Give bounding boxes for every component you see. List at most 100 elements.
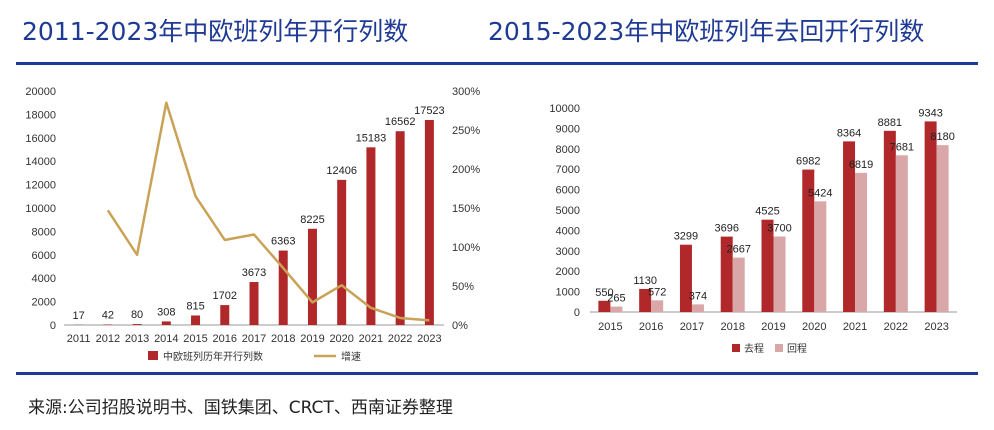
bar: [366, 147, 376, 325]
bar-value-label: 6363: [271, 236, 295, 248]
bar-value-label: 8881: [878, 117, 902, 129]
bar-return: [773, 236, 786, 312]
y-tick-label: 16000: [25, 133, 56, 145]
bar-outbound: [843, 141, 856, 312]
bar-value-label: 4525: [755, 206, 779, 218]
x-tick-label: 2011: [67, 333, 91, 345]
x-tick-label: 2013: [125, 333, 149, 345]
bar-value-label: 2667: [726, 244, 750, 256]
bar-value-label: 8364: [837, 127, 861, 139]
x-tick-label: 2019: [761, 321, 785, 333]
y-tick-label: 6000: [556, 185, 580, 197]
y-tick-label: 20000: [25, 86, 56, 98]
bar-outbound: [924, 121, 937, 312]
bar: [132, 324, 142, 325]
bar-value-label: 265: [607, 293, 625, 305]
x-tick-label: 2023: [924, 321, 948, 333]
x-tick-label: 2021: [843, 321, 867, 333]
bar: [161, 321, 171, 325]
y-tick-label: 8000: [32, 226, 56, 238]
y-tick-label: 8000: [556, 144, 580, 156]
y-tick-label: 12000: [25, 180, 56, 192]
bar-return: [895, 155, 908, 312]
bar-value-label: 12406: [326, 165, 357, 177]
y-tick-label: 7000: [556, 164, 580, 176]
y2-tick-label: 200%: [452, 164, 480, 176]
bar-value-label: 8180: [930, 131, 954, 143]
bar-value-label: 1130: [633, 275, 657, 287]
bar-value-label: 572: [648, 286, 666, 298]
bar-return: [651, 300, 664, 312]
bar-outbound: [720, 236, 733, 312]
outbound-return-chart: 0 1000 2000 3000 4000 5000 6000 7000 8000 9000 100…: [549, 103, 957, 355]
bar-outbound: [761, 219, 774, 312]
y-tick-label: 3000: [556, 246, 580, 258]
y-tick-label: 9000: [556, 123, 580, 135]
x-tick-label: 2022: [388, 333, 412, 345]
bar-value-label: 3673: [242, 267, 266, 279]
y-tick-label: 18000: [25, 109, 56, 121]
y-tick-label: 1000: [556, 287, 580, 299]
x-tick-label: 2016: [639, 321, 663, 333]
bar-outbound: [802, 169, 815, 312]
x-tick-label: 2020: [329, 333, 353, 345]
bar-value-label: 550: [595, 287, 613, 299]
footer-divider: [16, 372, 978, 375]
x-tick-label: 2023: [417, 333, 441, 345]
bar-value-label: 42: [102, 310, 114, 322]
y-tick-label: 10000: [549, 103, 580, 115]
bar: [191, 315, 201, 325]
y-tick-label: 2000: [32, 297, 56, 309]
y-tick-label: 14000: [25, 156, 56, 168]
y2-tick-label: 100%: [452, 242, 480, 254]
y-tick-label: 5000: [556, 205, 580, 217]
bar-value-label: 6819: [849, 159, 873, 171]
bar-value-label: 9343: [918, 107, 942, 119]
legend-swatch-bars: [148, 351, 158, 360]
bar-value-label: 7681: [890, 141, 914, 153]
bar: [220, 305, 230, 325]
bar-value-label: 17523: [414, 105, 445, 117]
bar-value-label: 308: [157, 306, 175, 318]
bar-value-label: 17: [72, 310, 84, 322]
bar-value-label: 3299: [674, 231, 698, 243]
x-tick-label: 2020: [802, 321, 826, 333]
bar-return: [936, 145, 949, 312]
bar: [424, 119, 434, 325]
x-tick-label: 2012: [96, 333, 120, 345]
x-tick-label: 2015: [183, 333, 207, 345]
chart-title-right: 2015-2023年中欧班列年去回开行列数: [488, 17, 925, 46]
y2-tick-label: 150%: [452, 203, 480, 215]
x-tick-label: 2015: [598, 321, 622, 333]
y-tick-label: 2000: [556, 266, 580, 278]
legend-swatch-outbound: [732, 344, 740, 352]
x-tick-label: 2016: [213, 333, 237, 345]
y2-tick-label: 250%: [452, 125, 480, 137]
y-tick-label: 4000: [556, 225, 580, 237]
x-tick-label: 2021: [359, 333, 383, 345]
x-tick-label: 2019: [300, 333, 324, 345]
bar-return: [732, 257, 745, 312]
legend-label-return: 回程: [787, 343, 807, 355]
bar-value-label: 80: [131, 309, 143, 321]
bar-outbound: [598, 300, 611, 312]
bar-value-label: 3696: [714, 223, 738, 235]
x-tick-label: 2017: [680, 321, 704, 333]
bar-return: [610, 306, 623, 312]
y-tick-label: 0: [574, 307, 580, 319]
y-tick-label: 6000: [32, 250, 56, 262]
legend-label-bars: 中欧班列历年开行列数: [163, 350, 263, 363]
bar: [278, 250, 288, 325]
y-tick-label: 4000: [32, 273, 56, 285]
y-tick-label: 10000: [25, 203, 56, 215]
bar-value-label: 5424: [808, 187, 832, 199]
y-tick-label: 0: [50, 320, 56, 332]
bar-value-label: 6982: [796, 156, 820, 168]
bar-outbound: [639, 288, 652, 312]
y2-tick-label: 50%: [452, 281, 474, 293]
y2-tick-label: 300%: [452, 86, 480, 98]
bar-value-label: 8225: [300, 214, 324, 226]
bar-value-label: 15183: [356, 132, 387, 144]
x-tick-label: 2017: [242, 333, 266, 345]
legend-label-line: 增速: [341, 350, 361, 363]
